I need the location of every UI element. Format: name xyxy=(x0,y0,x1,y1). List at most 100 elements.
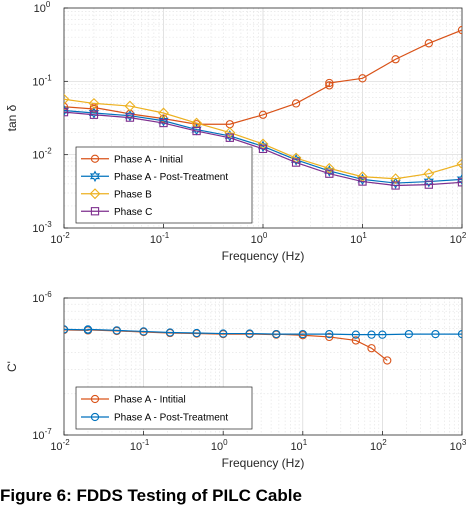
data-point xyxy=(165,328,175,337)
legend-box xyxy=(75,146,253,224)
y-tick-base: 10 xyxy=(32,150,44,162)
x-tick-label: 10-1 xyxy=(150,231,170,246)
data-point xyxy=(291,158,301,167)
legend-label: Phase A - Post-Treatment xyxy=(114,172,228,183)
y-tick-label: 10-2 xyxy=(32,147,52,162)
legend-entry: Phase C xyxy=(81,207,152,218)
data-point xyxy=(391,55,400,64)
data-point xyxy=(325,78,334,88)
y-tick-label: 10-3 xyxy=(32,220,52,235)
legend-entry: Phase B xyxy=(81,188,152,200)
figure-caption: Figure 6: FDDS Testing of PILC Cable xyxy=(0,486,302,505)
x-tick-label: 101 xyxy=(290,438,307,453)
x-tick-exponent: 0 xyxy=(223,438,228,447)
legend-marker xyxy=(90,394,100,404)
data-point xyxy=(325,81,334,90)
y-axis-label: tan δ xyxy=(5,104,19,131)
data-point xyxy=(112,326,121,335)
y-tick-label: 10-1 xyxy=(32,73,52,88)
x-tick-base: 10 xyxy=(370,441,382,453)
x-tick-base: 10 xyxy=(50,234,62,246)
y-tick-exponent: 0 xyxy=(46,0,51,9)
y-axis-label: C' xyxy=(5,361,19,372)
data-point xyxy=(456,158,462,170)
y-tick-label: 10-6 xyxy=(32,290,52,305)
data-point xyxy=(258,110,268,119)
data-point xyxy=(64,93,70,105)
data-point xyxy=(245,329,254,338)
x-tick-exponent: -2 xyxy=(63,231,71,240)
data-point xyxy=(457,25,462,35)
x-tick-exponent: 2 xyxy=(382,438,387,447)
legend-marker xyxy=(90,207,100,216)
data-point xyxy=(192,328,201,338)
x-tick-label: 10-2 xyxy=(50,231,70,246)
y-tick-base: 10 xyxy=(32,430,44,442)
data-point xyxy=(391,181,400,190)
x-tick-label: 102 xyxy=(370,438,387,453)
legend-label: Phase C xyxy=(114,207,152,218)
legend: Phase A - Intitial Phase A - Post-Treatme… xyxy=(75,386,253,430)
x-tick-base: 10 xyxy=(290,441,302,453)
data-point xyxy=(291,99,301,108)
x-tick-label: 10-2 xyxy=(50,438,70,453)
x-tick-exponent: 1 xyxy=(362,231,367,240)
x-tick-exponent: 0 xyxy=(263,231,268,240)
x-tick-exponent: -2 xyxy=(63,438,71,447)
x-tick-base: 10 xyxy=(450,441,462,453)
x-tick-exponent: -1 xyxy=(142,438,150,447)
data-point xyxy=(159,118,168,128)
tan-delta-plot: 10-2 10-1 100 101 10210-310-210-1100Frequenc… xyxy=(5,0,467,263)
series-phase-b xyxy=(64,93,462,185)
legend-marker xyxy=(89,188,101,200)
data-point xyxy=(431,329,440,339)
data-point xyxy=(325,329,334,339)
y-tick-base: 10 xyxy=(34,3,46,15)
data-point xyxy=(64,325,69,334)
legend-entry: Phase A - Intitial xyxy=(81,395,186,406)
x-tick-label: 103 xyxy=(450,438,467,453)
y-tick-label: 100 xyxy=(34,0,51,15)
series-line xyxy=(64,29,462,125)
x-tick-base: 10 xyxy=(251,234,263,246)
y-tick-base: 10 xyxy=(32,76,44,88)
data-point xyxy=(325,169,334,178)
data-point xyxy=(351,336,361,345)
data-point xyxy=(358,74,367,83)
data-point xyxy=(298,329,307,339)
data-point xyxy=(88,97,100,109)
data-point xyxy=(367,330,376,339)
y-tick-label: 10-7 xyxy=(32,427,52,442)
legend-label: Phase A - Initial xyxy=(114,154,183,165)
y-tick-base: 10 xyxy=(32,223,44,235)
data-point xyxy=(424,180,433,189)
data-point xyxy=(83,325,93,334)
x-tick-exponent: 3 xyxy=(462,438,467,447)
legend-entry: Phase A - Post-Treatment xyxy=(81,170,228,183)
x-tick-base: 10 xyxy=(130,441,142,453)
series-line xyxy=(64,98,462,180)
data-point xyxy=(125,113,135,122)
data-point xyxy=(258,144,268,154)
data-point xyxy=(158,114,169,127)
data-point xyxy=(390,173,402,185)
data-point xyxy=(404,329,414,339)
data-point xyxy=(124,100,136,112)
legend-marker xyxy=(90,154,100,163)
data-point xyxy=(323,162,335,174)
legend-entry: Phase A - Initial xyxy=(81,154,183,165)
x-tick-label: 102 xyxy=(450,231,467,246)
data-point xyxy=(423,175,434,188)
series-phase-a-post-treatment xyxy=(64,325,462,339)
legend-label: Phase A - Intitial xyxy=(114,395,186,406)
x-tick-exponent: -1 xyxy=(162,231,170,240)
data-point xyxy=(358,177,367,186)
y-tick-exponent: -7 xyxy=(45,427,53,436)
x-tick-exponent: 2 xyxy=(462,231,467,240)
x-tick-exponent: 1 xyxy=(303,438,308,447)
x-tick-base: 10 xyxy=(450,234,462,246)
x-tick-label: 10-1 xyxy=(130,438,150,453)
legend-label: Phase B xyxy=(114,189,152,200)
